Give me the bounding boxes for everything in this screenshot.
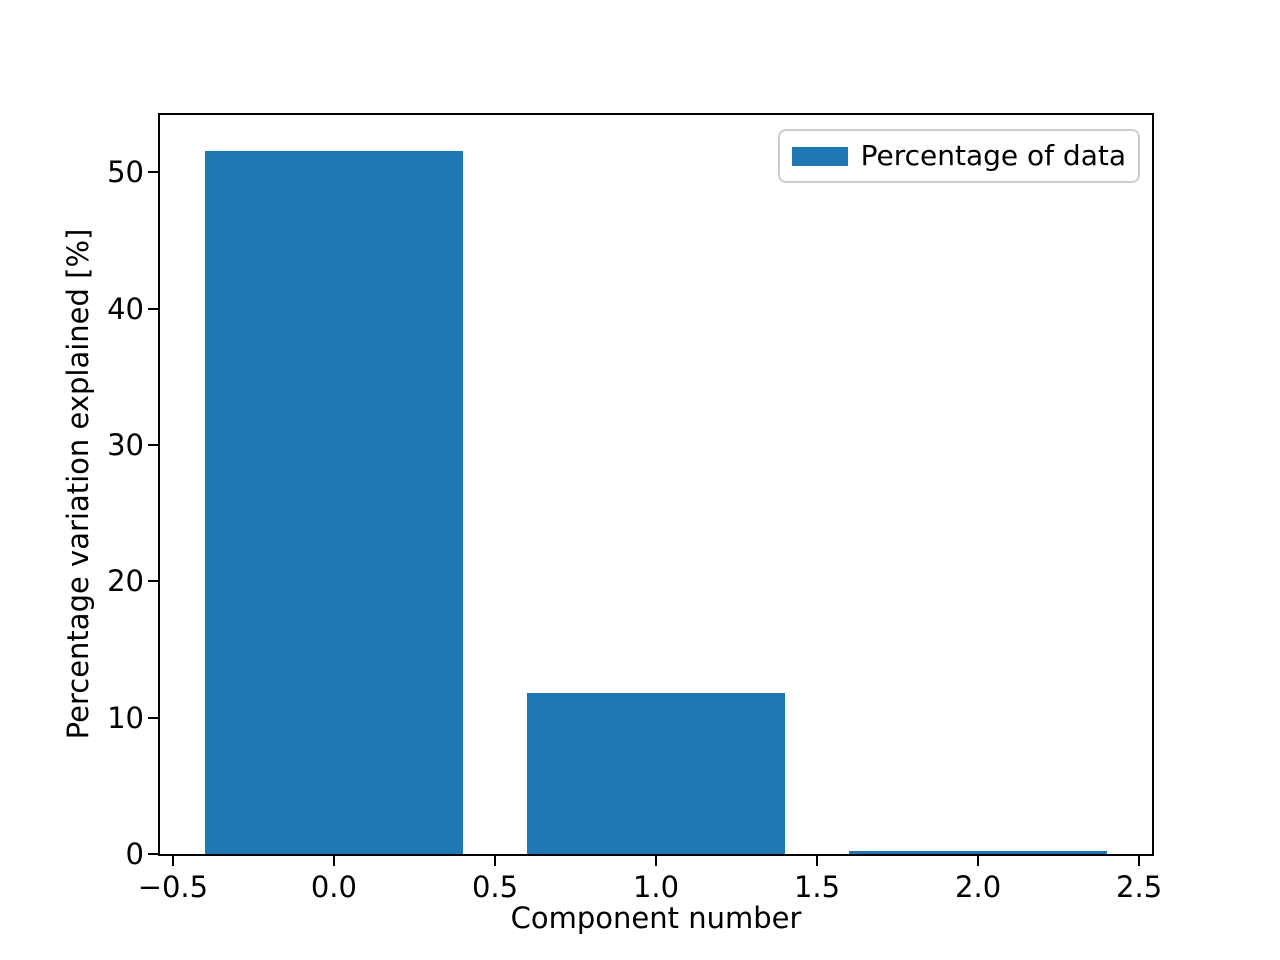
- y-tick-mark: [148, 171, 158, 174]
- y-tick-label: 30: [107, 428, 144, 462]
- y-tick-mark: [148, 580, 158, 583]
- y-tick-label: 20: [107, 564, 144, 599]
- legend-label: Percentage of data: [860, 139, 1126, 172]
- x-tick-mark: [494, 856, 496, 866]
- x-tick-mark: [816, 856, 818, 866]
- x-tick-label: 2.5: [1116, 870, 1163, 904]
- x-tick-mark: [977, 856, 980, 866]
- y-tick-mark: [148, 444, 158, 446]
- x-tick-label: 0.0: [310, 870, 357, 904]
- y-tick-label: 0: [125, 837, 144, 871]
- legend-swatch-icon: [791, 146, 848, 166]
- y-tick-mark: [148, 307, 158, 310]
- x-tick-mark: [332, 856, 335, 866]
- x-tick-label: −0.5: [137, 870, 209, 904]
- x-tick-mark: [655, 856, 657, 866]
- x-tick-label: 1.5: [793, 870, 841, 904]
- bar: [205, 150, 463, 854]
- bar: [849, 851, 1107, 854]
- y-tick-mark: [148, 853, 158, 855]
- legend: Percentage of data: [777, 129, 1140, 184]
- y-tick-mark: [148, 716, 158, 719]
- y-tick-label: 40: [107, 291, 144, 326]
- x-tick-label: 2.0: [955, 870, 1002, 904]
- x-tick-label: 1.0: [632, 870, 680, 904]
- x-tick-label: 0.5: [471, 870, 519, 904]
- plot-area: −0.5 0.0 0.5 1.0 1.5 2.0 2.5 0 10 20 30 40 50 Perce…: [107, 113, 1162, 904]
- y-tick-label: 10: [107, 700, 144, 735]
- x-tick-mark: [171, 856, 174, 866]
- y-axis-label: Percentage variation explained [%]: [61, 228, 95, 740]
- x-axis-label: Component number: [510, 901, 802, 935]
- x-tick-mark: [1138, 856, 1141, 866]
- bar: [527, 693, 785, 854]
- y-tick-label: 50: [107, 155, 144, 190]
